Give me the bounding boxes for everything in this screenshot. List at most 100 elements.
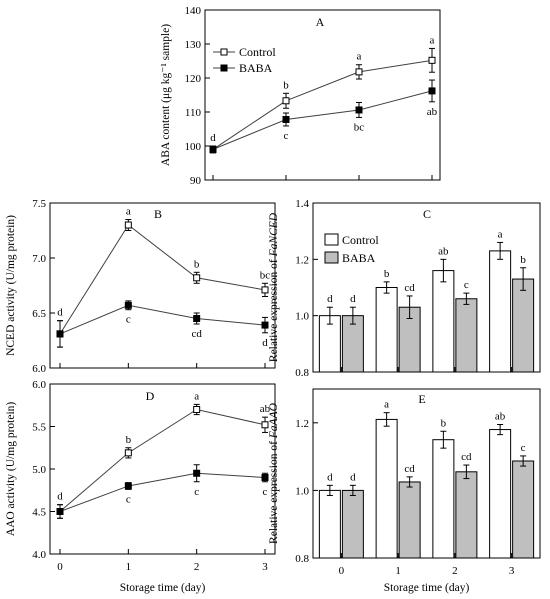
plot-frame [49, 202, 276, 369]
baba-marker [220, 64, 228, 72]
y-tick-label: 100 [185, 141, 202, 153]
baba-bar [455, 471, 478, 559]
control-significance-label: ab [438, 245, 449, 257]
y-tick-label: 90 [190, 175, 202, 187]
baba-bar [512, 460, 535, 559]
baba-marker [193, 469, 201, 477]
baba-marker [193, 315, 201, 322]
y-tick-label: 4.0 [32, 549, 46, 561]
x-axis-title: Storage time (day) [384, 582, 470, 594]
panel-label: E [418, 392, 425, 406]
y-tick-label: 140 [185, 5, 202, 17]
baba-significance-label: ab [427, 106, 438, 118]
baba-significance-label: c [464, 279, 469, 291]
y-axis-title: Relative expression of FaNCED [268, 212, 280, 362]
baba-bar [512, 278, 535, 373]
control-marker [261, 286, 269, 294]
legend-label: BABA [239, 61, 273, 75]
control-bar [432, 439, 455, 559]
y-tick-label: 6.5 [32, 308, 46, 320]
baba-line [59, 472, 266, 512]
panel-label: C [423, 207, 431, 221]
y-axis-title: ABA content (μg kg⁻¹ sample) [160, 24, 172, 166]
gene-name: FaNCED [268, 212, 280, 257]
control-bar [489, 429, 512, 559]
control-marker [282, 97, 290, 105]
baba-marker [261, 321, 269, 329]
control-marker [261, 421, 269, 429]
control-significance-label: a [384, 399, 389, 411]
control-significance-label: b [441, 417, 447, 429]
baba-significance-label: c [126, 314, 131, 326]
baba-bar [341, 489, 364, 559]
y-tick-label: 7.0 [32, 253, 46, 265]
baba-significance-label: cd [191, 328, 202, 340]
control-significance-label: ab [260, 403, 271, 415]
baba-significance-label: b [520, 254, 526, 266]
baba-marker [261, 474, 269, 481]
baba-significance-label: c [126, 493, 131, 505]
baba-bar [398, 481, 421, 559]
y-tick-label: 1.0 [295, 311, 309, 323]
control-significance-label: a [498, 228, 503, 240]
control-significance-label: b [283, 79, 289, 91]
baba-marker [56, 330, 64, 338]
control-line [212, 59, 433, 150]
panel-c: C 0.8 1.0 1.2 1.4 Relative expression of FaNC… [268, 198, 541, 379]
y-tick-label: 1.0 [295, 485, 309, 497]
baba-significance-label: bc [354, 121, 365, 133]
baba-marker [282, 115, 290, 123]
gene-name: FaAAO [268, 402, 280, 439]
y-axis-title: Relative expression of FaAAO [268, 402, 280, 544]
baba-significance-label: c [263, 486, 268, 498]
control-significance-label: d [327, 471, 333, 483]
baba-significance-label: c [194, 486, 199, 498]
control-significance-label: a [194, 390, 199, 402]
x-axis-title: Storage time (day) [120, 582, 206, 594]
control-significance-label: ab [495, 410, 506, 422]
y-tick-label: 4.5 [32, 507, 46, 519]
baba-significance-label: d [262, 337, 268, 349]
y-tick-label: 1.2 [295, 418, 309, 430]
control-significance-label: d [210, 132, 216, 144]
control-significance-label: a [430, 34, 435, 46]
baba-bar [455, 298, 478, 373]
baba-marker [428, 87, 436, 95]
panel-b: B 6.0 6.5 7.0 7.5 NCED activity (U/mg protein… [5, 198, 276, 375]
control-marker [428, 56, 436, 64]
control-line [59, 408, 266, 512]
plot-frame [312, 388, 541, 559]
control-marker [124, 221, 132, 229]
control-significance-label: a [126, 206, 131, 218]
baba-marker [124, 482, 132, 490]
baba-marker [56, 508, 64, 515]
control-bar [489, 250, 512, 373]
x-tick-label: 2 [194, 561, 200, 573]
y-tick-label: 1.4 [295, 198, 309, 210]
control-marker [193, 406, 201, 413]
baba-significance-label: d [350, 293, 356, 305]
panel-label: B [154, 207, 162, 221]
legend-label: Control [342, 233, 379, 247]
control-marker [220, 48, 228, 56]
control-significance-label: a [357, 51, 362, 63]
x-tick-label: 3 [509, 565, 515, 577]
baba-marker [355, 106, 363, 114]
control-bar [318, 489, 341, 559]
x-tick-label: 0 [57, 561, 63, 573]
y-tick-label: 110 [185, 107, 202, 119]
legend-label: BABA [342, 251, 376, 265]
panel-label: D [146, 389, 155, 403]
y-tick-label: 120 [185, 73, 202, 85]
y-tick-label: 1.2 [295, 254, 309, 266]
y-axis-title: AAO activity (U/mg protein) [5, 402, 17, 537]
panel-e: E 0.8 1.0 1.2 Relative expression of FaAAO 0 d… [268, 388, 541, 594]
y-tick-label: 6.0 [32, 379, 46, 391]
legend-label: Control [239, 45, 276, 59]
baba-significance-label: cd [404, 282, 415, 294]
y-tick-label: 5.0 [32, 464, 46, 476]
control-significance-label: d [327, 293, 333, 305]
control-bar [375, 418, 398, 559]
plot-frame [312, 202, 541, 373]
y-tick-label: 0.8 [295, 367, 309, 379]
